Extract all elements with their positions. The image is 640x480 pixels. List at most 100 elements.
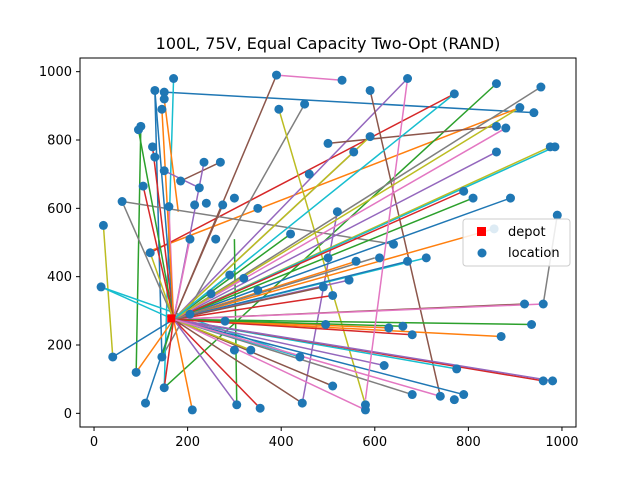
location-point bbox=[491, 121, 501, 131]
location-point bbox=[199, 157, 209, 167]
route-line bbox=[173, 86, 542, 321]
x-tick-label: 1000 bbox=[545, 435, 578, 450]
location-point bbox=[344, 275, 354, 285]
location-point bbox=[232, 400, 242, 410]
route-line bbox=[173, 294, 333, 321]
y-tick-label: 600 bbox=[47, 202, 72, 217]
depot-group bbox=[167, 314, 176, 323]
location-point bbox=[515, 103, 525, 113]
location-point bbox=[246, 345, 256, 355]
route-line bbox=[149, 252, 175, 320]
location-point bbox=[332, 207, 342, 217]
route-line bbox=[173, 318, 261, 409]
route-line bbox=[327, 125, 497, 145]
location-point bbox=[159, 94, 169, 104]
location-point bbox=[201, 198, 211, 208]
route-line bbox=[276, 74, 343, 81]
location-point bbox=[108, 352, 118, 362]
route-line bbox=[154, 90, 175, 320]
location-point bbox=[141, 398, 151, 408]
route-line bbox=[173, 303, 544, 321]
chart-title: 100L, 75V, Equal Capacity Two-Opt (RAND) bbox=[156, 34, 501, 53]
location-point bbox=[157, 104, 167, 114]
route-line bbox=[173, 318, 413, 336]
location-point bbox=[145, 248, 155, 258]
location-point bbox=[351, 256, 361, 266]
route-line bbox=[173, 93, 455, 320]
location-point bbox=[496, 331, 506, 341]
y-tick-label: 1000 bbox=[39, 65, 72, 80]
location-point bbox=[255, 403, 265, 413]
location-point bbox=[304, 169, 314, 179]
route-line bbox=[173, 190, 465, 321]
location-point bbox=[403, 256, 413, 266]
location-point bbox=[96, 282, 106, 292]
location-point bbox=[215, 157, 225, 167]
location-point bbox=[435, 391, 445, 401]
route-line bbox=[149, 93, 455, 254]
route-line bbox=[173, 318, 252, 351]
location-point bbox=[550, 142, 560, 152]
depot-marker bbox=[167, 314, 176, 323]
location-point bbox=[384, 323, 394, 333]
route-line bbox=[163, 319, 175, 388]
x-tick-label: 200 bbox=[175, 435, 200, 450]
route-line bbox=[173, 318, 553, 382]
route-line bbox=[154, 90, 163, 357]
route-line bbox=[161, 319, 175, 358]
location-point bbox=[131, 367, 141, 377]
location-point bbox=[117, 197, 127, 206]
route-line bbox=[173, 318, 303, 404]
location-point bbox=[529, 108, 539, 118]
location-point bbox=[389, 239, 399, 249]
route-line bbox=[173, 197, 474, 321]
location-point bbox=[138, 181, 148, 191]
location-point bbox=[449, 89, 459, 99]
location-point bbox=[468, 193, 478, 203]
route-line bbox=[172, 238, 191, 320]
x-tick-label: 800 bbox=[456, 435, 481, 450]
y-axis: 0 200 400 600 800 1000 bbox=[39, 65, 80, 422]
y-tick-label: 0 bbox=[64, 407, 72, 422]
route-line bbox=[112, 318, 174, 358]
location-point bbox=[229, 345, 239, 355]
legend: depot location bbox=[462, 218, 571, 267]
location-point bbox=[159, 87, 169, 97]
route-line bbox=[173, 318, 464, 396]
route-line bbox=[173, 228, 495, 321]
location-point bbox=[323, 138, 333, 148]
location-point bbox=[176, 176, 186, 186]
location-point bbox=[365, 132, 375, 142]
route-line bbox=[301, 211, 339, 404]
location-point bbox=[239, 273, 249, 283]
route-line bbox=[151, 146, 175, 320]
route-line bbox=[100, 286, 301, 358]
location-point bbox=[538, 299, 548, 309]
location-point bbox=[185, 309, 195, 319]
x-tick-label: 0 bbox=[90, 435, 98, 450]
location-point bbox=[374, 253, 384, 263]
location-point bbox=[349, 147, 359, 157]
legend-depot-label: depot bbox=[508, 225, 546, 240]
route-line bbox=[100, 286, 174, 321]
route-line bbox=[364, 78, 409, 400]
route-line bbox=[173, 286, 324, 321]
x-tick-label: 400 bbox=[269, 435, 294, 450]
location-point bbox=[407, 330, 417, 340]
location-point bbox=[501, 123, 511, 133]
location-point bbox=[253, 285, 263, 295]
location-point bbox=[548, 376, 558, 386]
location-point bbox=[491, 147, 501, 157]
location-point bbox=[538, 376, 548, 386]
location-point bbox=[98, 220, 108, 230]
location-point bbox=[452, 364, 462, 374]
location-point bbox=[527, 320, 537, 329]
location-point bbox=[360, 405, 370, 415]
location-point bbox=[159, 383, 169, 393]
location-point bbox=[218, 200, 228, 210]
location-point bbox=[520, 299, 530, 309]
location-point bbox=[323, 253, 333, 263]
route-line bbox=[278, 109, 367, 406]
location-point bbox=[407, 390, 417, 400]
